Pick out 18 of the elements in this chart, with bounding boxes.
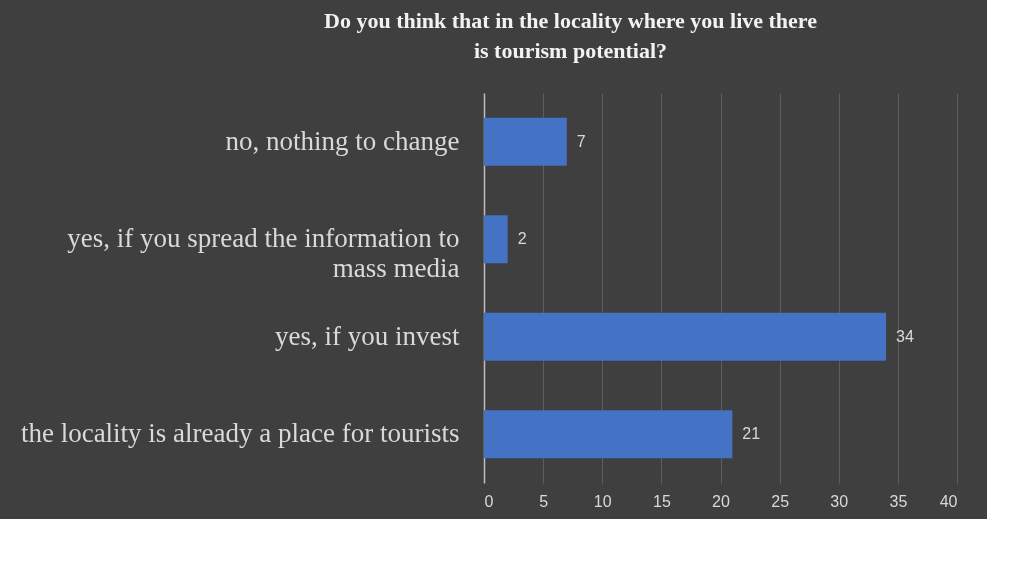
x-tick-label: 40 [939, 492, 958, 510]
y-tick-label: yes, if you invest [275, 320, 460, 351]
x-tick-label: 20 [712, 492, 730, 510]
y-tick-label: the locality is already a place for tourists [20, 418, 460, 449]
x-tick-label: 5 [539, 492, 549, 510]
x-tick-label: 15 [652, 492, 671, 510]
x-tick-label: 35 [889, 492, 908, 510]
y-tick-label: no, nothing to change [225, 125, 460, 156]
x-tick-label: 30 [830, 492, 849, 510]
data-label: 34 [896, 327, 914, 345]
data-label: 2 [517, 230, 527, 248]
x-tick-label: 10 [593, 492, 612, 510]
y-tick-label: yes, if you spread the information to mass media [67, 223, 460, 284]
x-tick-label: 25 [771, 492, 790, 510]
x-tick-label: 0 [484, 492, 494, 510]
data-label: 7 [576, 132, 586, 150]
data-label: 21 [742, 425, 761, 443]
chart-title: Do you think that in the locality where you live there is tourism potential? [324, 8, 818, 63]
